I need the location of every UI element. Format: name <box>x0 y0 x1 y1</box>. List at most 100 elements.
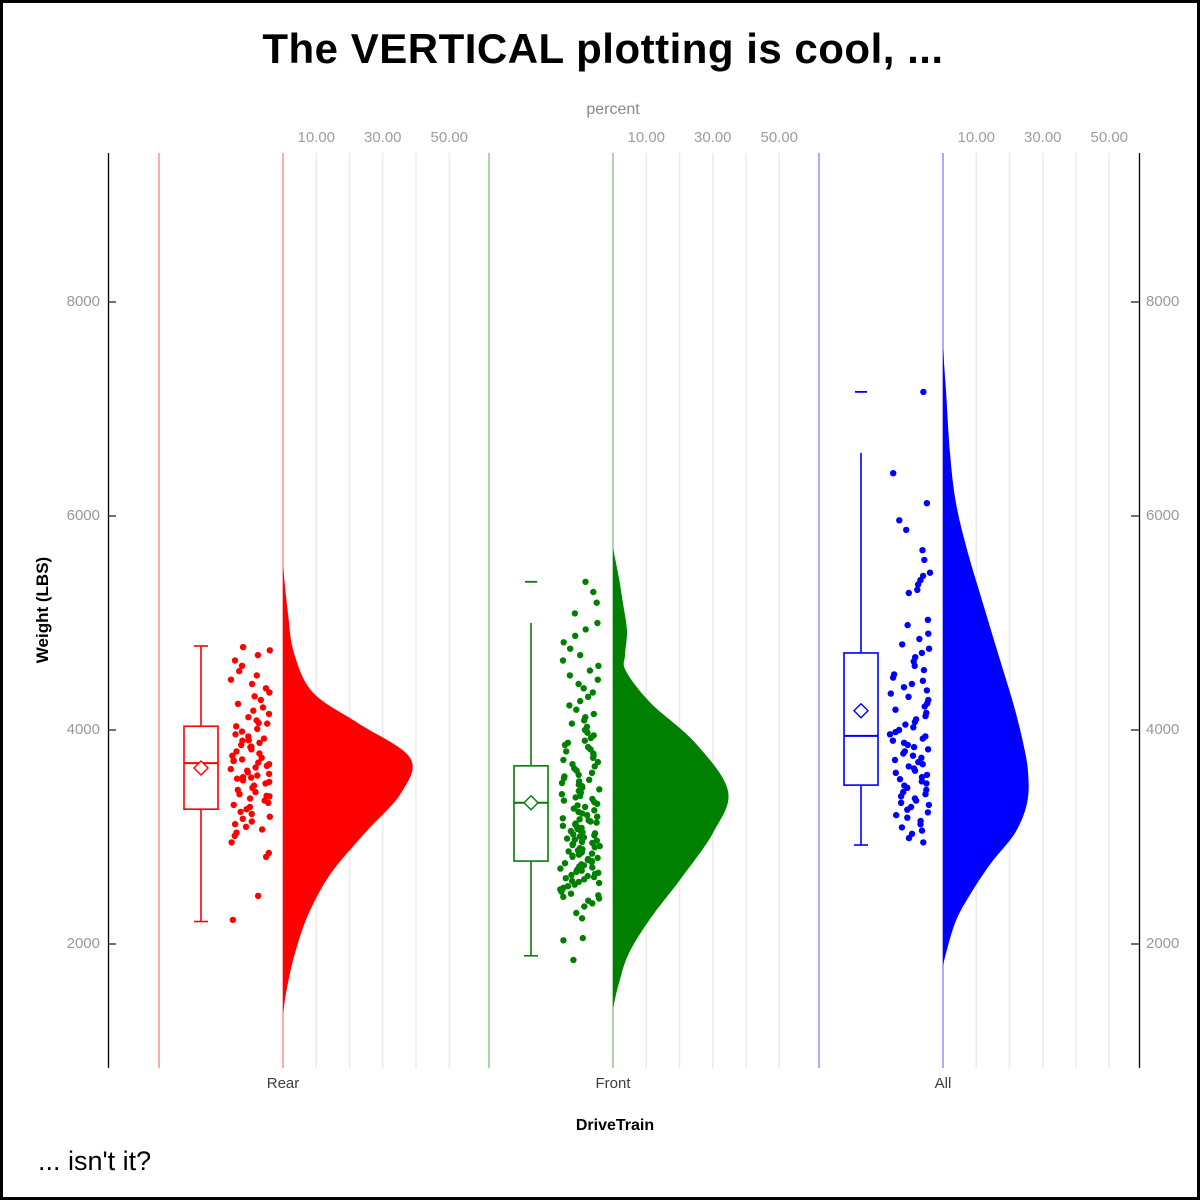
data-point-rear <box>227 676 235 683</box>
data-point-front <box>580 685 587 692</box>
data-point-all <box>905 763 912 770</box>
top-tick-label-rear-30: 30.00 <box>363 129 402 146</box>
data-point-front <box>565 848 572 855</box>
data-point-rear <box>246 803 254 811</box>
top-tick-label-front-10: 10.00 <box>627 129 666 146</box>
data-point-rear <box>253 717 260 724</box>
top-tick-label-front-50: 50.00 <box>760 129 799 146</box>
data-point-all <box>904 621 911 629</box>
data-point-all <box>896 517 903 524</box>
data-point-rear <box>266 647 273 654</box>
data-point-front <box>584 855 592 863</box>
data-point-all <box>914 581 922 588</box>
data-point-front <box>595 879 603 887</box>
data-point-front <box>567 827 575 835</box>
data-point-all <box>926 569 934 576</box>
data-point-front <box>589 689 596 696</box>
data-point-rear <box>257 696 264 704</box>
x-axis-title: DriveTrain <box>575 1117 655 1134</box>
data-point-all <box>893 811 900 819</box>
x-category-label-rear: Rear <box>266 1075 300 1092</box>
data-point-rear <box>254 651 262 659</box>
data-point-front <box>588 769 596 776</box>
plot-area <box>107 153 1141 1068</box>
data-point-rear <box>250 707 257 714</box>
data-point-all <box>917 821 924 828</box>
data-point-front <box>582 626 589 633</box>
data-point-front <box>558 791 566 798</box>
data-point-rear <box>263 792 270 799</box>
data-point-all <box>923 500 931 507</box>
data-point-all <box>904 741 911 749</box>
data-point-all <box>916 635 923 643</box>
data-point-all <box>924 809 932 816</box>
data-point-front <box>569 852 576 859</box>
data-point-rear <box>256 739 263 746</box>
data-point-front <box>568 871 575 879</box>
data-point-rear <box>250 782 258 789</box>
data-point-front <box>584 693 592 700</box>
data-point-all <box>905 834 913 842</box>
data-point-rear <box>265 849 272 857</box>
data-point-rear <box>259 704 267 711</box>
data-point-front <box>559 815 566 822</box>
data-point-front <box>575 878 582 886</box>
data-point-front <box>591 807 598 814</box>
data-point-rear <box>255 759 262 766</box>
data-point-rear <box>248 810 255 818</box>
data-point-rear <box>238 728 246 735</box>
top-tick-label-rear-50: 50.00 <box>430 129 469 146</box>
data-point-front <box>560 756 567 764</box>
data-point-front <box>573 909 580 917</box>
violin-rear <box>283 566 413 1013</box>
data-point-all <box>925 630 932 637</box>
y-tick-label-right-8000: 8000 <box>1146 293 1180 310</box>
top-tick-label-all-30: 30.00 <box>1023 129 1062 146</box>
data-point-front <box>594 619 601 627</box>
footnote: ... isn't it? <box>38 1146 152 1176</box>
data-point-all <box>903 526 910 534</box>
data-point-front <box>585 817 592 824</box>
data-point-rear <box>265 710 273 718</box>
data-point-front <box>559 822 567 829</box>
data-point-rear <box>233 775 241 782</box>
data-point-front <box>572 632 579 639</box>
data-point-rear <box>248 774 255 781</box>
data-point-rear <box>264 720 271 727</box>
data-point-rear <box>234 786 241 794</box>
data-point-front <box>591 830 599 837</box>
violin-front <box>613 548 729 1009</box>
data-point-rear <box>239 773 247 781</box>
data-point-front <box>563 835 571 842</box>
data-point-rear <box>253 672 260 679</box>
data-point-all <box>920 388 927 396</box>
data-point-front <box>594 758 602 766</box>
data-point-rear <box>256 750 263 757</box>
y-tick-label-right-2000: 2000 <box>1146 935 1180 952</box>
data-point-all <box>922 791 929 798</box>
mean-diamond-all <box>853 702 869 719</box>
data-point-all <box>919 677 927 684</box>
box-all <box>843 652 879 786</box>
data-point-front <box>573 706 580 713</box>
data-point-all <box>924 616 932 623</box>
data-point-all <box>892 769 899 776</box>
data-point-front <box>593 837 600 844</box>
y-tick-label-left-4000: 4000 <box>66 721 100 738</box>
data-point-front <box>564 739 572 746</box>
data-point-front <box>582 714 589 721</box>
y-tick-label-right-6000: 6000 <box>1146 507 1180 524</box>
data-point-front <box>560 937 567 944</box>
data-point-front <box>581 737 588 744</box>
data-point-front <box>568 720 576 727</box>
data-point-all <box>918 827 926 834</box>
data-point-front <box>576 845 584 852</box>
data-point-rear <box>228 839 235 846</box>
data-point-front <box>596 786 603 793</box>
data-point-rear <box>265 770 273 778</box>
data-point-front <box>575 680 582 688</box>
data-point-rear <box>254 892 262 900</box>
y-tick-label-left-2000: 2000 <box>66 935 100 952</box>
data-point-front <box>561 860 569 867</box>
